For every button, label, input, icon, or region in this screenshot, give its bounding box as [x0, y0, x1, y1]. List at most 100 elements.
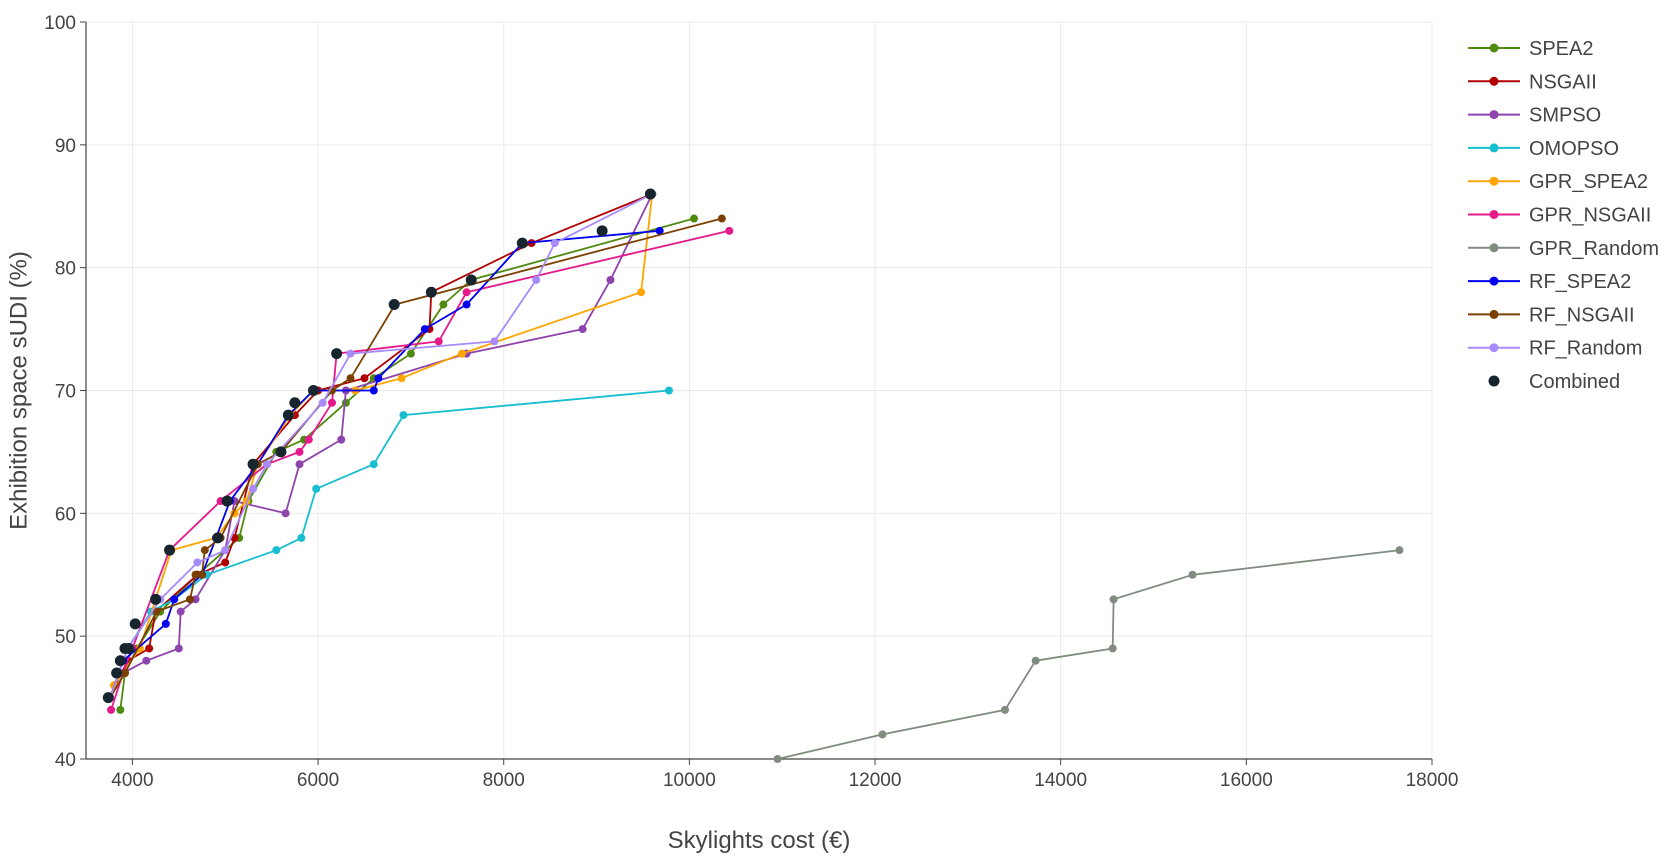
legend-item: NSGAII [1468, 71, 1597, 93]
series-smpso [119, 189, 657, 678]
data-point [462, 300, 471, 309]
data-point [212, 532, 224, 544]
data-point [369, 460, 378, 469]
series-line [110, 229, 730, 711]
data-point [221, 495, 233, 507]
data-point [307, 385, 319, 396]
data-point [1031, 656, 1040, 665]
data-point [690, 214, 699, 223]
legend-label: GPR_SPEA2 [1529, 171, 1648, 193]
data-point [164, 544, 176, 556]
legend-swatch-marker [1489, 43, 1499, 53]
data-point [637, 288, 646, 297]
legend-label: GPR_NSGAII [1529, 205, 1651, 227]
data-point [142, 656, 151, 665]
data-point [331, 348, 343, 360]
legend-label: Combined [1529, 371, 1620, 393]
data-point [263, 460, 272, 469]
series-line [109, 193, 653, 698]
legend-label: SMPSO [1529, 105, 1601, 127]
series-line [109, 229, 660, 698]
data-point [327, 398, 336, 407]
y-tick-label: 100 [44, 13, 76, 34]
x-tick-label: 12000 [849, 770, 902, 791]
data-point [374, 374, 383, 383]
data-point [295, 447, 304, 456]
data-point [289, 397, 301, 409]
data-point [346, 374, 355, 383]
data-point [425, 286, 437, 298]
y-tick-label: 90 [55, 136, 76, 157]
data-point [185, 595, 194, 604]
data-point [606, 275, 615, 284]
data-point [550, 239, 559, 248]
series-line [777, 549, 1400, 760]
legend-item: SMPSO [1468, 105, 1601, 127]
series-gpr-nsgaii [107, 226, 734, 714]
series-line [109, 217, 723, 699]
data-point [341, 398, 350, 407]
data-point [1108, 644, 1117, 653]
series-gpr-random [773, 546, 1404, 763]
data-point [465, 274, 477, 286]
data-point [221, 546, 230, 555]
series-gpr-spea2 [109, 189, 657, 690]
data-point [462, 288, 471, 297]
data-point [664, 386, 673, 395]
legend-label: RF_Random [1529, 338, 1642, 360]
data-point [1109, 595, 1118, 604]
data-point [434, 337, 443, 346]
legend-label: GPR_Random [1529, 238, 1659, 260]
data-point [360, 374, 369, 383]
legend-swatch-marker [1489, 309, 1499, 319]
data-point [282, 409, 294, 421]
data-point [397, 374, 406, 383]
legend-item: SPEA2 [1468, 38, 1593, 60]
data-point [297, 533, 306, 542]
data-point [198, 570, 207, 579]
legend-item: RF_Random [1468, 338, 1642, 360]
data-point [174, 644, 183, 653]
data-point [532, 275, 541, 284]
legend-item: GPR_Random [1468, 238, 1659, 260]
data-point [312, 484, 321, 493]
data-point [129, 618, 141, 630]
series-line [108, 193, 653, 699]
data-point [644, 188, 656, 200]
legend-label: OMOPSO [1529, 138, 1619, 160]
data-point [221, 558, 230, 567]
legend-swatch-marker [1489, 110, 1499, 120]
data-point [1395, 546, 1404, 555]
y-tick-label: 60 [55, 504, 76, 525]
x-tick-label: 10000 [663, 770, 716, 791]
data-point [145, 644, 154, 653]
series-rf-nsgaii [106, 214, 726, 702]
x-tick-label: 16000 [1220, 770, 1273, 791]
y-axis-title: Exhibition space sUDI (%) [5, 251, 32, 530]
data-point [193, 558, 202, 567]
x-tick-label: 4000 [111, 770, 153, 791]
legend-label: RF_SPEA2 [1529, 271, 1631, 293]
data-point [281, 509, 290, 518]
legend-swatch-marker [1488, 375, 1500, 387]
x-axis-title: Skylights cost (€) [668, 827, 851, 854]
series-layer [102, 188, 1404, 763]
data-point [200, 546, 209, 555]
data-point [318, 398, 327, 407]
data-point [150, 593, 162, 605]
data-point [161, 619, 170, 628]
series-line [127, 389, 670, 649]
legend: SPEA2 NSGAII SMPSO OMOPSO GPR_SPEA2 GPR_NSGAI… [1468, 38, 1659, 393]
legend-swatch-marker [1489, 143, 1499, 153]
data-point [596, 225, 608, 237]
data-point [399, 411, 408, 420]
data-point [249, 484, 258, 493]
legend-item: RF_NSGAII [1468, 304, 1635, 326]
series-line [122, 193, 654, 674]
axes: 4000 6000 8000 10000 12000 14000 16000 18000 40 5… [44, 13, 1458, 791]
legend-swatch-marker [1489, 276, 1499, 286]
data-point [369, 386, 378, 395]
data-point [439, 300, 448, 309]
